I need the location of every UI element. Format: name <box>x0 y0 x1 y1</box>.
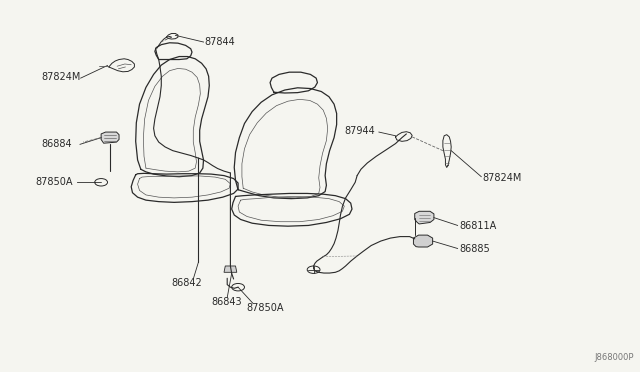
Polygon shape <box>413 235 433 247</box>
Text: 86842: 86842 <box>172 278 202 288</box>
Text: 87824M: 87824M <box>42 73 81 82</box>
Polygon shape <box>101 132 119 143</box>
Text: 87944: 87944 <box>344 126 375 136</box>
Text: J868000P: J868000P <box>594 353 634 362</box>
Text: 86885: 86885 <box>459 244 490 254</box>
Text: 86843: 86843 <box>211 297 242 307</box>
Polygon shape <box>224 266 237 272</box>
Text: 87844: 87844 <box>205 37 236 47</box>
Text: 86811A: 86811A <box>459 221 496 231</box>
Text: 87850A: 87850A <box>35 177 73 187</box>
Text: 87824M: 87824M <box>483 173 522 183</box>
Polygon shape <box>415 211 434 224</box>
Text: 86884: 86884 <box>42 140 72 149</box>
Text: 87850A: 87850A <box>246 303 284 313</box>
